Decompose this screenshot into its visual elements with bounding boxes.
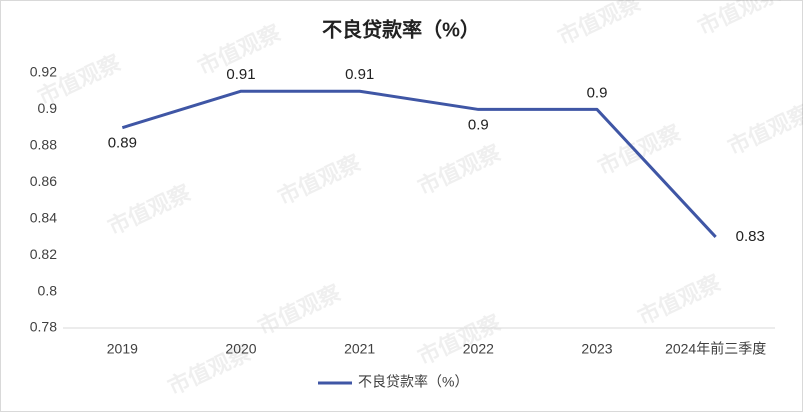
y-tick-label: 0.82	[30, 246, 57, 262]
y-tick-label: 0.9	[38, 100, 58, 116]
y-tick-label: 0.92	[30, 64, 57, 80]
y-tick-label: 0.86	[30, 173, 57, 189]
legend-label: 不良贷款率（%）	[358, 374, 468, 390]
y-tick-label: 0.78	[30, 319, 57, 335]
x-tick-label: 2019	[107, 341, 138, 357]
y-tick-label: 0.8	[38, 282, 58, 298]
y-tick-label: 0.84	[30, 209, 57, 225]
data-label: 0.9	[587, 84, 608, 101]
x-tick-label: 2021	[344, 341, 375, 357]
data-label: 0.9	[468, 116, 489, 133]
x-tick-label: 2020	[225, 341, 256, 357]
data-label: 0.83	[736, 228, 765, 245]
data-label: 0.91	[226, 66, 255, 83]
y-tick-label: 0.88	[30, 137, 57, 153]
line	[121, 89, 717, 238]
x-tick-label: 2023	[581, 341, 612, 357]
x-tick-label: 2022	[463, 341, 494, 357]
data-label: 0.91	[345, 66, 374, 83]
chart-title: 不良贷款率（%）	[322, 17, 480, 41]
data-label: 0.89	[108, 135, 137, 152]
x-tick-label: 2024年前三季度	[665, 341, 766, 357]
